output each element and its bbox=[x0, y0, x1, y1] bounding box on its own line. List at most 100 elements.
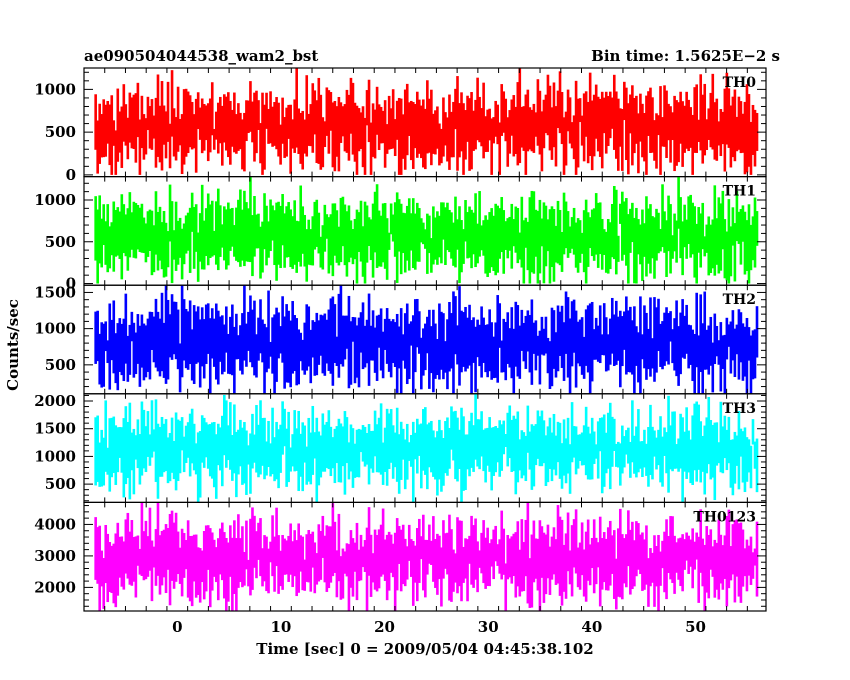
bin-bar bbox=[707, 534, 711, 599]
bin-bar bbox=[100, 429, 104, 487]
bin-bar bbox=[482, 220, 485, 256]
bin-bar bbox=[637, 523, 640, 570]
bin-bar bbox=[436, 211, 439, 265]
bin-bar bbox=[363, 325, 367, 368]
bin-bar bbox=[178, 547, 182, 584]
bin-bar bbox=[391, 543, 395, 578]
bin-bar bbox=[237, 514, 240, 588]
bin-bar bbox=[253, 92, 256, 162]
bin-bar bbox=[345, 211, 349, 277]
bin-bar bbox=[369, 325, 373, 361]
bin-bar bbox=[542, 202, 546, 284]
bin-bar bbox=[411, 315, 415, 394]
bin-bar bbox=[476, 223, 479, 264]
bin-bar bbox=[241, 119, 244, 170]
bin-bar bbox=[578, 220, 582, 263]
bin-bar bbox=[237, 103, 240, 151]
bin-bar bbox=[273, 210, 276, 266]
bin-bar bbox=[166, 528, 170, 570]
bin-bar bbox=[160, 81, 164, 171]
bin-bar bbox=[677, 102, 680, 163]
bin-bar bbox=[363, 117, 367, 175]
bin-bar bbox=[588, 433, 592, 480]
bin-bar bbox=[498, 208, 502, 259]
bin-bar bbox=[444, 112, 447, 146]
bin-bar bbox=[639, 534, 642, 575]
bin-bar bbox=[564, 111, 568, 166]
bin-bar bbox=[472, 425, 475, 472]
bin-bar bbox=[520, 309, 524, 351]
bin-bar bbox=[257, 213, 260, 249]
bin-bar bbox=[373, 109, 377, 159]
bin-bar bbox=[629, 208, 632, 253]
bin-bar bbox=[261, 221, 264, 273]
bin-bar bbox=[351, 538, 355, 597]
bin-bar bbox=[663, 531, 666, 593]
bin-bar bbox=[639, 441, 642, 469]
bin-bar bbox=[333, 428, 337, 484]
bin-bar bbox=[106, 340, 110, 364]
bin-bar bbox=[160, 416, 164, 477]
bin-bar bbox=[510, 307, 514, 379]
bin-bar bbox=[548, 85, 552, 151]
bin-bar bbox=[542, 420, 546, 464]
bin-bar bbox=[709, 92, 713, 148]
bin-bar bbox=[418, 208, 421, 262]
bin-bar bbox=[186, 520, 190, 598]
bin-bar bbox=[331, 437, 335, 469]
bin-bar bbox=[554, 435, 558, 476]
bin-bar bbox=[490, 118, 493, 175]
bin-bar bbox=[546, 74, 550, 136]
bin-bar bbox=[104, 321, 108, 352]
bin-bar bbox=[667, 313, 670, 365]
bin-bar bbox=[106, 204, 110, 273]
bin-bar bbox=[212, 422, 216, 488]
bin-bar bbox=[271, 205, 274, 241]
bin-bar bbox=[598, 417, 602, 452]
bin-bar bbox=[721, 335, 725, 369]
bin-bar bbox=[725, 72, 729, 145]
bin-bar bbox=[325, 87, 329, 136]
bin-bar bbox=[667, 103, 670, 141]
bin-bar bbox=[450, 212, 453, 259]
bin-bar bbox=[331, 203, 335, 277]
bin-bar bbox=[458, 429, 461, 470]
bin-bar bbox=[546, 524, 550, 579]
bin-bar bbox=[434, 110, 437, 155]
bin-bar bbox=[289, 523, 292, 575]
x-tick-label: 30 bbox=[478, 618, 499, 636]
bin-bar bbox=[536, 335, 540, 356]
bin-bar bbox=[176, 86, 180, 152]
bin-bar bbox=[210, 532, 214, 591]
bin-bar bbox=[614, 189, 618, 275]
bin-bar bbox=[174, 412, 178, 491]
bin-bar bbox=[164, 419, 168, 472]
bin-bar bbox=[122, 318, 126, 382]
bin-bar bbox=[148, 507, 152, 571]
bin-bar bbox=[596, 325, 600, 362]
bin-bar bbox=[502, 420, 506, 455]
bin-bar bbox=[558, 209, 562, 266]
bin-bar bbox=[749, 536, 753, 585]
bin-bar bbox=[586, 519, 590, 581]
bin-bar bbox=[210, 200, 214, 257]
bin-bar bbox=[488, 108, 491, 141]
bin-bar bbox=[488, 543, 491, 587]
bin-bar bbox=[237, 429, 240, 475]
bin-bar bbox=[510, 99, 514, 136]
bin-bar bbox=[448, 427, 451, 469]
bin-bar bbox=[657, 298, 660, 352]
bin-bar bbox=[619, 310, 622, 388]
bin-bar bbox=[158, 318, 162, 377]
series-th1 bbox=[94, 176, 759, 284]
bin-bar bbox=[623, 311, 626, 350]
bin-bar bbox=[490, 208, 493, 268]
bin-bar bbox=[444, 421, 447, 474]
bin-bar bbox=[311, 83, 315, 153]
bin-bar bbox=[432, 309, 435, 393]
bin-bar bbox=[532, 103, 536, 153]
bin-bar bbox=[709, 316, 713, 366]
bin-bar bbox=[327, 90, 331, 154]
bin-bar bbox=[592, 208, 596, 261]
bin-bar bbox=[586, 212, 590, 267]
